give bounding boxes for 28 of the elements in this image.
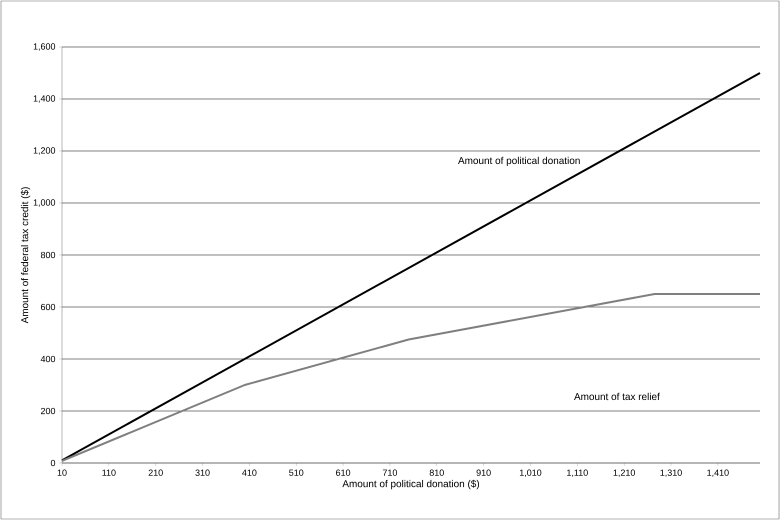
- x-axis-title: Amount of political donation ($): [342, 480, 480, 490]
- x-tick-label: 410: [242, 470, 257, 476]
- y-tick-label: 1,400: [34, 95, 56, 103]
- x-tick-label: 1,310: [660, 470, 682, 477]
- x-tick-label: 810: [430, 470, 444, 476]
- x-tick-label: 10: [58, 470, 67, 476]
- y-tick-label: 600: [40, 304, 56, 310]
- y-tick-label: 200: [40, 408, 56, 414]
- y-tick-label: 1,000: [34, 199, 56, 207]
- x-tick-label: 210: [148, 470, 163, 476]
- y-tick-label: 400: [40, 356, 56, 362]
- x-tick-label: 1,210: [614, 470, 636, 477]
- x-tick-label: 1,010: [520, 470, 542, 477]
- x-tick-label: 1,110: [567, 470, 588, 477]
- annotation: Amount of political donation: [458, 156, 580, 166]
- y-tick-label: 1,200: [34, 147, 56, 155]
- x-tick-label: 710: [382, 470, 398, 476]
- annotation: Amount of tax relief: [574, 392, 660, 400]
- y-tick-label: 1,600: [34, 43, 56, 51]
- y-axis-title: Amount of federal tax credit ($): [20, 187, 30, 324]
- x-tick-label: 610: [336, 470, 350, 476]
- x-tick-label: 510: [289, 470, 304, 476]
- x-tick-label: 1,410: [707, 470, 729, 477]
- x-tick-label: 110: [102, 470, 116, 476]
- y-tick-label: 800: [40, 252, 56, 258]
- x-tick-label: 310: [195, 470, 210, 476]
- y-tick-label: 0: [50, 460, 56, 466]
- x-tick-label: 910: [476, 470, 491, 476]
